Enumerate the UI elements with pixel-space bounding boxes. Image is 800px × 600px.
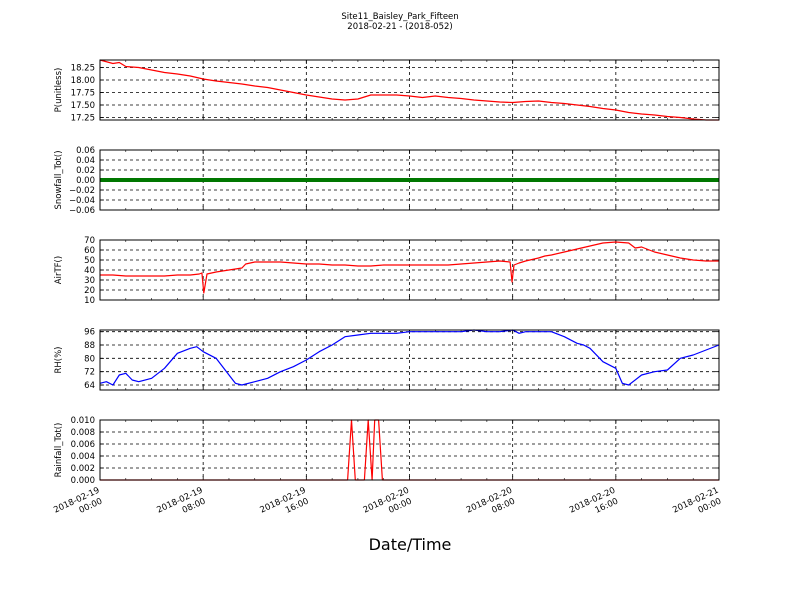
plot-frame: [99, 239, 720, 301]
y-tick-label: −0.04: [69, 196, 95, 206]
y-tick-label: 18.00: [71, 76, 95, 86]
y-tick-label: 10: [84, 296, 95, 306]
y-tick-label: 64: [84, 381, 95, 391]
y-tick-label: 0.04: [76, 156, 95, 166]
y-tick-label: 0.000: [71, 476, 95, 486]
y-tick-label: 70: [84, 236, 95, 246]
plot-frame: [99, 329, 720, 391]
y-tick-label: 80: [84, 354, 95, 364]
y-tick-label: 96: [84, 328, 95, 338]
y-tick-label: 88: [84, 341, 95, 351]
y-tick-label: 40: [84, 266, 95, 276]
series-line: [99, 59, 719, 121]
y-tick-label: −0.06: [69, 206, 95, 216]
panel-1: 17.25 17.50 17.75 18.00 18.25 P(unitless): [54, 59, 720, 124]
panels: 17.25 17.50 17.75 18.00 18.25 P(unitless) −0.0…: [54, 59, 720, 486]
y-tick-label: 0.010: [71, 416, 95, 426]
plot-frame: [99, 419, 720, 481]
y-tick-label: 0.006: [71, 440, 95, 450]
chart-subtitle: 2018-02-21 - (2018-052): [347, 22, 452, 32]
plot-frame: [99, 149, 720, 211]
y-axis-label: RH(%): [54, 346, 64, 373]
y-tick-label: 0.06: [76, 146, 95, 156]
panel-4: 64 72 80 88 96 RH(%): [54, 328, 720, 391]
y-tick-label: 0.002: [71, 464, 95, 474]
y-axis-label: AirTF(): [54, 256, 64, 284]
y-tick-label: 0.004: [71, 452, 95, 462]
y-tick-label: 18.25: [71, 64, 95, 74]
y-axis-label: P(unitless): [54, 68, 64, 113]
y-tick-label: 72: [84, 368, 95, 378]
y-axis-label: Rainfall_Tot(): [54, 423, 64, 478]
chart-title: Site11_Baisley_Park_Fifteen: [341, 12, 458, 22]
y-axis-label: Snowfall_Tot(): [54, 150, 64, 209]
y-tick-label: 0.02: [76, 166, 95, 176]
y-tick-label: 17.25: [71, 114, 95, 124]
panel-2: −0.06−0.04−0.020.000.020.040.06 Snowfall_…: [54, 146, 720, 216]
plot-frame: [99, 59, 720, 121]
y-tick-label: 17.50: [71, 101, 95, 111]
x-axis-label: Date/Time: [369, 535, 452, 554]
series-line: [100, 241, 719, 294]
panel-5: 0.000 0.002 0.004 0.006 0.008 0.010 Rainfall_T…: [54, 416, 720, 486]
y-tick-label: 60: [84, 246, 95, 256]
y-tick-label: 30: [84, 276, 95, 286]
y-tick-label: 50: [84, 256, 95, 266]
y-tick-label: 20: [84, 286, 95, 296]
y-tick-label: 17.75: [71, 89, 95, 99]
y-tick-label: −0.02: [69, 186, 95, 196]
y-tick-label: 0.008: [71, 428, 95, 438]
series-line: [99, 329, 720, 386]
y-tick-label: 0.00: [76, 176, 95, 186]
